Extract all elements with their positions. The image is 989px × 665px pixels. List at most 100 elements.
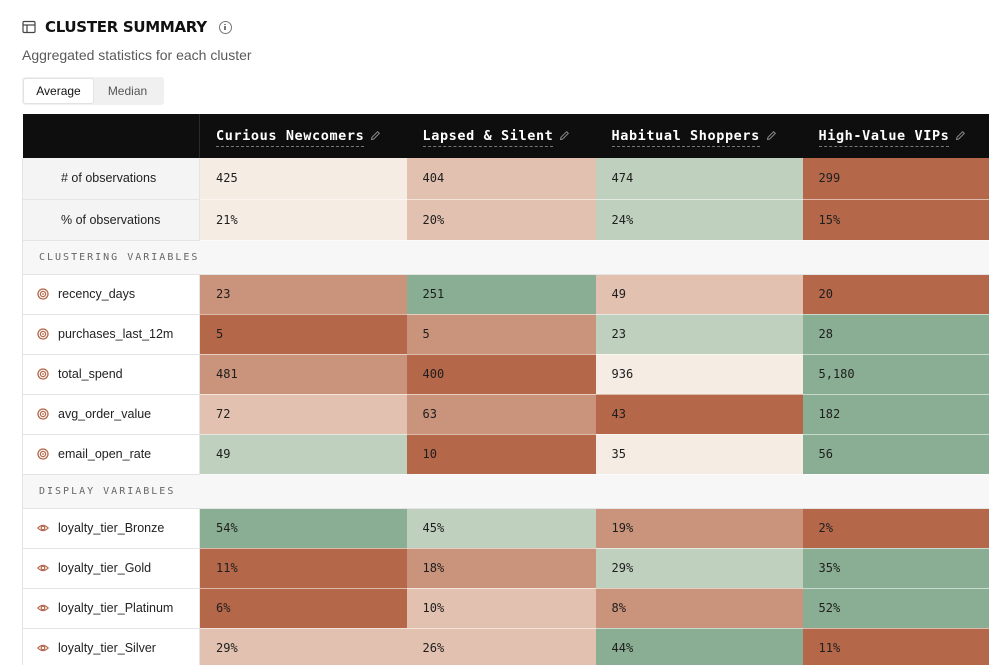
value-cell: 10: [406, 434, 596, 475]
row-label-cell: email_open_rate: [22, 434, 200, 475]
value-cell: 21%: [199, 199, 407, 241]
value-cell: 474: [595, 158, 803, 200]
target-icon: [37, 408, 49, 420]
info-icon[interactable]: [218, 20, 232, 34]
value-cell: 20%: [406, 199, 596, 241]
value-cell: 72: [199, 394, 407, 435]
row-label-cell: loyalty_tier_Silver: [22, 628, 200, 665]
value-cell: 251: [406, 274, 596, 315]
target-icon: [37, 328, 49, 340]
value-cell: 54%: [199, 508, 407, 549]
observations-count-row: # of observations 425 404 474 299: [22, 158, 989, 200]
value-cell: 11%: [802, 628, 989, 665]
pencil-icon[interactable]: [370, 130, 381, 141]
value-cell: 11%: [199, 548, 407, 589]
row-label: avg_order_value: [58, 407, 152, 421]
section-title: CLUSTERING VARIABLES: [22, 240, 989, 275]
pencil-icon[interactable]: [955, 130, 966, 141]
value-cell: 5,180: [802, 354, 989, 395]
table-row: avg_order_value 72 63 43 182: [22, 394, 989, 435]
value-cell: 26%: [406, 628, 596, 665]
table-header-row: Curious Newcomers Lapsed & Silent Habitu…: [22, 114, 989, 158]
page-subtitle: Aggregated statistics for each cluster: [22, 47, 252, 63]
value-cell: 2%: [802, 508, 989, 549]
cluster-table: Curious Newcomers Lapsed & Silent Habitu…: [22, 114, 989, 665]
row-label: loyalty_tier_Silver: [58, 641, 156, 655]
row-label-cell: loyalty_tier_Bronze: [22, 508, 200, 549]
eye-icon: [37, 564, 49, 572]
value-cell: 29%: [595, 548, 803, 589]
value-cell: 29%: [199, 628, 407, 665]
table-row: loyalty_tier_Platinum 6% 10% 8% 52%: [22, 588, 989, 629]
cluster-table-container: Curious Newcomers Lapsed & Silent Habitu…: [22, 114, 989, 665]
target-icon: [37, 368, 49, 380]
value-cell: 44%: [595, 628, 803, 665]
value-cell: 404: [406, 158, 596, 200]
column-header-label: Lapsed & Silent: [422, 128, 554, 147]
row-label: loyalty_tier_Bronze: [58, 521, 165, 535]
section-header-display: DISPLAY VARIABLES: [22, 474, 989, 509]
toggle-average[interactable]: Average: [24, 79, 93, 103]
value-cell: 24%: [595, 199, 803, 241]
column-header[interactable]: Lapsed & Silent: [406, 114, 596, 158]
toggle-median[interactable]: Median: [107, 84, 148, 98]
row-label-cell: loyalty_tier_Platinum: [22, 588, 200, 629]
row-label: % of observations: [22, 199, 200, 241]
eye-icon: [37, 524, 49, 532]
row-label: # of observations: [22, 158, 200, 200]
value-cell: 5: [406, 314, 596, 355]
target-icon: [37, 288, 49, 300]
row-label: recency_days: [58, 287, 136, 301]
value-cell: 52%: [802, 588, 989, 629]
value-cell: 5: [199, 314, 407, 355]
pencil-icon[interactable]: [559, 130, 570, 141]
section-header-clustering: CLUSTERING VARIABLES: [22, 240, 989, 275]
column-header-label: Curious Newcomers: [216, 128, 365, 147]
eye-icon: [37, 604, 49, 612]
value-cell: 481: [199, 354, 407, 395]
column-header-label: High-Value VIPs: [818, 128, 950, 147]
row-label: loyalty_tier_Gold: [58, 561, 152, 575]
eye-icon: [37, 644, 49, 652]
value-cell: 20: [802, 274, 989, 315]
value-cell: 43: [595, 394, 803, 435]
value-cell: 35: [595, 434, 803, 475]
value-cell: 299: [802, 158, 989, 200]
table-row: loyalty_tier_Bronze 54% 45% 19% 2%: [22, 508, 989, 549]
table-row: total_spend 481 400 936 5,180: [22, 354, 989, 395]
value-cell: 15%: [802, 199, 989, 241]
pencil-icon[interactable]: [766, 130, 777, 141]
value-cell: 28: [802, 314, 989, 355]
table-row: email_open_rate 49 10 35 56: [22, 434, 989, 475]
row-label-cell: purchases_last_12m: [22, 314, 200, 355]
row-label: loyalty_tier_Platinum: [58, 601, 174, 615]
value-cell: 49: [199, 434, 407, 475]
value-cell: 936: [595, 354, 803, 395]
table-icon: [22, 20, 36, 34]
page-title: CLUSTER SUMMARY: [45, 18, 207, 36]
value-cell: 35%: [802, 548, 989, 589]
column-header[interactable]: Habitual Shoppers: [595, 114, 803, 158]
column-header[interactable]: Curious Newcomers: [199, 114, 407, 158]
column-header[interactable]: High-Value VIPs: [802, 114, 989, 158]
observations-percent-row: % of observations 21% 20% 24% 15%: [22, 199, 989, 241]
value-cell: 56: [802, 434, 989, 475]
target-icon: [37, 448, 49, 460]
value-cell: 425: [199, 158, 407, 200]
header: CLUSTER SUMMARY: [22, 16, 232, 38]
table-row: loyalty_tier_Gold 11% 18% 29% 35%: [22, 548, 989, 589]
row-label: purchases_last_12m: [58, 327, 174, 341]
table-row: purchases_last_12m 5 5 23 28: [22, 314, 989, 355]
row-label-cell: total_spend: [22, 354, 200, 395]
value-cell: 182: [802, 394, 989, 435]
row-label-cell: recency_days: [22, 274, 200, 315]
table-row: recency_days 23 251 49 20: [22, 274, 989, 315]
value-cell: 45%: [406, 508, 596, 549]
row-label: email_open_rate: [58, 447, 152, 461]
value-cell: 63: [406, 394, 596, 435]
value-cell: 19%: [595, 508, 803, 549]
value-cell: 49: [595, 274, 803, 315]
value-cell: 23: [595, 314, 803, 355]
row-label: total_spend: [58, 367, 123, 381]
value-cell: 10%: [406, 588, 596, 629]
